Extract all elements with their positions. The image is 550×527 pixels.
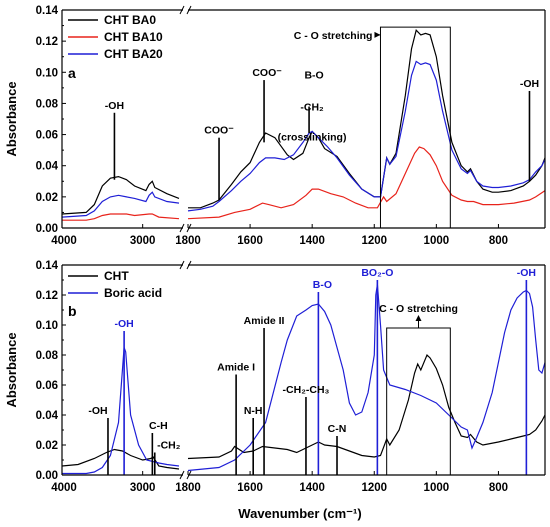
annotation-label: N-H: [244, 405, 263, 417]
x-tick-label: 1000: [424, 482, 450, 494]
x-tick-label: 3000: [130, 235, 156, 247]
annotation-label: B-O: [313, 279, 332, 291]
axis-break-mark: [186, 223, 192, 233]
y-tick-label: 0.10: [36, 320, 58, 332]
panel-label: a: [68, 65, 76, 81]
x-tick-label: 800: [489, 235, 508, 247]
x-tick-label: 1600: [237, 482, 263, 494]
x-tick-label: 4000: [51, 482, 77, 494]
x-tick-label: 1000: [424, 235, 450, 247]
legend-label: CHT BA20: [104, 47, 163, 61]
series-cht-ba20-line: [62, 191, 180, 218]
annotation-label: (crosslinking): [278, 132, 347, 144]
y-tick-label: 0.00: [36, 470, 58, 482]
y-tick-label: 0.06: [36, 130, 58, 142]
series-cht-ba0-line: [62, 175, 180, 215]
axis-break-mark: [179, 470, 185, 480]
legend-label: CHT BA10: [104, 30, 163, 44]
x-tick-label: 1400: [299, 482, 325, 494]
y-tick-label: 0.12: [36, 36, 58, 48]
series-cht-line: [62, 448, 180, 470]
y-axis-title: Absorbance: [4, 81, 19, 156]
y-tick-label: 0.00: [36, 223, 58, 235]
annotation-label: Amide I: [217, 362, 255, 374]
c-o-stretching-label: C - O stretching: [294, 30, 373, 42]
annotation-label: B-O: [304, 70, 323, 82]
series-cht-line: [187, 353, 545, 460]
series-cht-ba10-line: [62, 213, 180, 221]
arrow-head: [415, 315, 422, 321]
panel-a: -OH COO⁻ COO⁻ B-O -CH₂ (crosslinking) -OH C - O…: [4, 5, 546, 247]
x-tick-label: 4000: [51, 235, 77, 247]
annotation-label: -OH: [517, 267, 536, 279]
legend-label: Boric acid: [104, 286, 162, 300]
y-tick-label: 0.06: [36, 380, 58, 392]
annotation-label: C-N: [328, 423, 347, 435]
axis-break-mark: [186, 5, 192, 15]
y-tick-label: 0.12: [36, 290, 58, 302]
x-tick-label: 1400: [299, 235, 325, 247]
y-tick-label: 0.08: [36, 98, 59, 110]
annotation-label: -OH: [114, 318, 133, 330]
x-tick-label: 3000: [130, 482, 156, 494]
arrow-head: [374, 31, 381, 38]
annotation-label: C-H: [149, 420, 168, 432]
annotation-label: -OH: [105, 100, 124, 112]
x-tick-label: 1600: [237, 235, 263, 247]
annotation-label: -CH₂: [300, 102, 324, 114]
c-o-stretching-label: C - O stretching: [379, 303, 458, 315]
annotation-label: -OH: [88, 405, 107, 417]
series-boric-acid-line: [62, 347, 180, 475]
series-cht-ba10-line: [187, 146, 545, 220]
y-tick-label: 0.02: [36, 440, 58, 452]
y-tick-label: 0.08: [36, 350, 59, 362]
panel-b: -OH -OH C-H -CH₂ Amide I N-H Amide II B-O -CH₂-C…: [4, 260, 546, 521]
y-tick-label: 0.02: [36, 192, 58, 204]
x-tick-label: 800: [489, 482, 508, 494]
y-tick-label: 0.14: [36, 5, 59, 17]
legend-label: CHT BA0: [104, 13, 156, 27]
axis-break-mark: [179, 260, 185, 270]
annotation-label: -CH₂-CH₃: [283, 384, 330, 396]
x-tick-label: 1800: [175, 235, 201, 247]
y-tick-label: 0.04: [36, 161, 59, 173]
x-tick-label: 1200: [361, 235, 387, 247]
y-tick-label: 0.14: [36, 260, 59, 272]
axis-break-mark: [186, 470, 192, 480]
axis-break-mark: [186, 260, 192, 270]
c-o-stretching-box: [386, 327, 451, 476]
annotation-label: -OH: [520, 78, 539, 90]
legend-label: CHT: [104, 269, 129, 283]
axis-break-mark: [179, 5, 185, 15]
annotation-label: BO₂-O: [361, 267, 393, 279]
x-tick-label: 1200: [361, 482, 387, 494]
x-axis-title: Wavenumber (cm⁻¹): [238, 506, 361, 521]
y-tick-label: 0.10: [36, 67, 58, 79]
y-tick-label: 0.04: [36, 410, 59, 422]
x-tick-label: 1800: [175, 482, 201, 494]
annotation-label: Amide II: [244, 315, 285, 327]
annotation-label: COO⁻: [204, 125, 234, 137]
annotation-label: -CH₂: [157, 440, 181, 452]
series-boric-acid-line: [187, 284, 545, 472]
annotation-label: COO⁻: [252, 67, 282, 79]
panel-label: b: [68, 303, 77, 319]
series-cht-ba20-line: [187, 60, 545, 212]
y-axis-title: Absorbance: [4, 332, 19, 407]
axis-break-mark: [179, 223, 185, 233]
